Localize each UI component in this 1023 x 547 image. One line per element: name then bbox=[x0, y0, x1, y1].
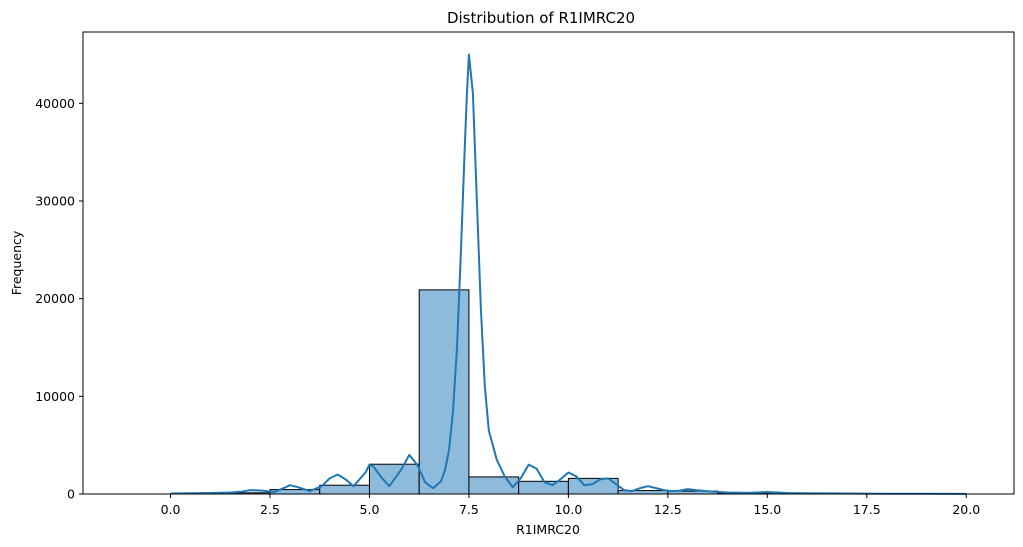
x-axis-ticks: 0.0 2.5 5.0 7.5 10.0 12.5 15.0 17.5 20.0 bbox=[161, 494, 980, 517]
y-tick-label: 40000 bbox=[35, 96, 75, 111]
x-axis-label: R1IMRC20 bbox=[516, 522, 580, 537]
kde-curve bbox=[170, 53, 967, 495]
x-tick-label: 15.0 bbox=[753, 502, 781, 517]
histogram-bars bbox=[170, 289, 967, 495]
y-tick-label: 20000 bbox=[35, 291, 75, 306]
x-tick-label: 12.5 bbox=[654, 502, 682, 517]
x-tick-label: 2.5 bbox=[260, 502, 280, 517]
x-tick-label: 7.5 bbox=[459, 502, 479, 517]
histogram-bar bbox=[319, 484, 370, 495]
x-tick-label: 20.0 bbox=[952, 502, 980, 517]
y-tick-label: 0 bbox=[67, 487, 75, 502]
plot-frame bbox=[82, 31, 1015, 495]
y-axis-ticks: 0 10000 20000 30000 40000 bbox=[35, 96, 83, 502]
chart-title: Distribution of R1IMRC20 bbox=[447, 9, 635, 27]
histogram-bar bbox=[518, 480, 569, 495]
y-axis-label: Frequency bbox=[9, 230, 24, 295]
x-tick-label: 10.0 bbox=[554, 502, 582, 517]
x-tick-label: 0.0 bbox=[161, 502, 181, 517]
histogram-bar bbox=[418, 289, 470, 495]
x-tick-label: 5.0 bbox=[360, 502, 380, 517]
y-tick-label: 30000 bbox=[35, 193, 75, 208]
x-tick-label: 17.5 bbox=[853, 502, 881, 517]
y-tick-label: 10000 bbox=[35, 389, 75, 404]
